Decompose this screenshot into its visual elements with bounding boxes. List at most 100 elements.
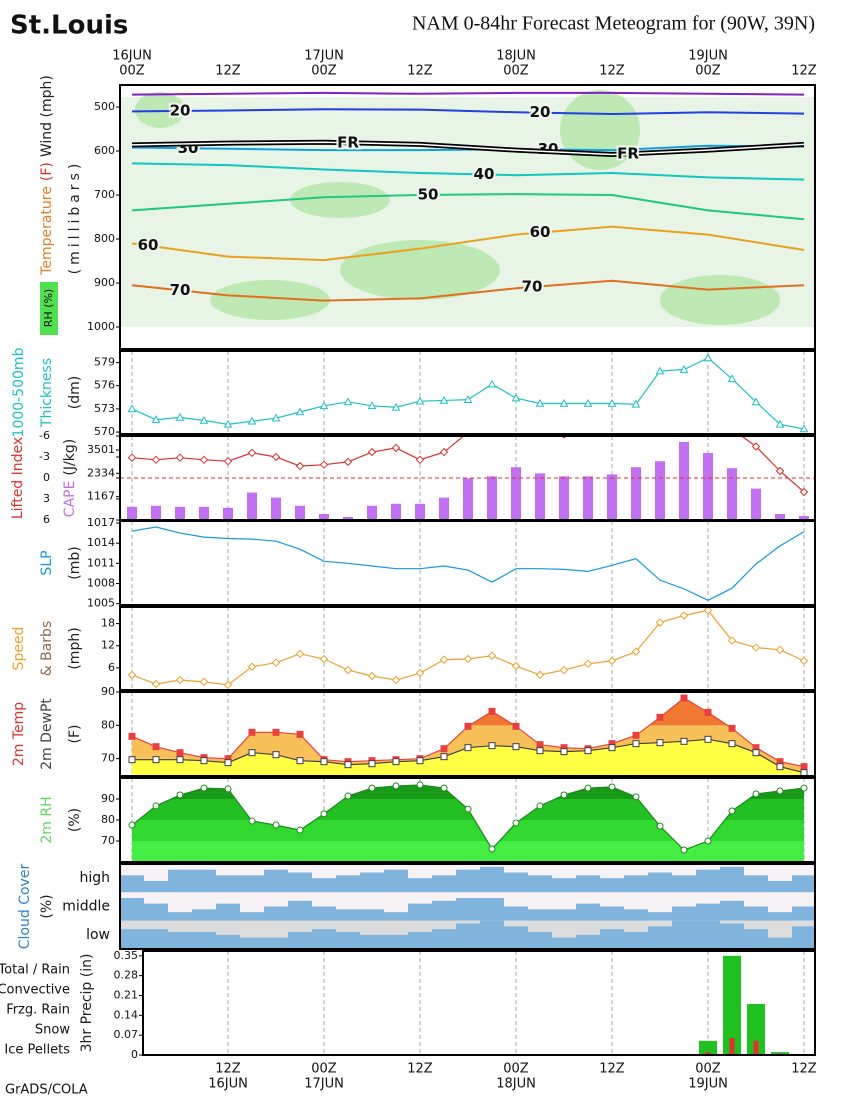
cloud-cover: [744, 906, 768, 921]
cloud-cover: [624, 932, 648, 949]
marker: [584, 784, 592, 792]
marker: [295, 407, 305, 416]
marker: [151, 415, 161, 424]
cloud-cover: [192, 869, 216, 893]
cloud-cover: [696, 903, 720, 921]
cloud-cover: [480, 898, 504, 921]
y-tick-label: 570: [94, 425, 115, 438]
marker: [537, 419, 544, 426]
marker: [608, 783, 616, 791]
y-tick-label: 3: [43, 492, 50, 505]
x-tick-date: 19JUN: [688, 49, 728, 64]
y-tick-label: 0: [131, 1048, 138, 1061]
marker: [488, 707, 496, 715]
cloud-cover: [192, 932, 216, 949]
marker: [560, 791, 568, 799]
marker: [248, 728, 256, 736]
isotherm: [131, 279, 805, 302]
x-tick-label: 12Z: [599, 1062, 625, 1077]
cloud-cover: [720, 866, 744, 893]
cloud-cover: [432, 900, 456, 921]
marker: [631, 399, 641, 408]
y-axis-label-part: 2m DewPt: [39, 698, 55, 770]
marker: [727, 636, 737, 645]
bar: [247, 492, 257, 520]
marker: [152, 756, 160, 764]
marker: [367, 447, 377, 457]
cloud-cover: [576, 903, 600, 921]
marker: [511, 393, 521, 402]
cloud-cover: [768, 912, 792, 921]
cloud-cover: [144, 929, 168, 949]
y-axis-label-part: Wind (mph): [39, 75, 55, 157]
y-axis-label-part: Speed: [11, 627, 27, 671]
rh-legend-label: RH (%): [42, 289, 55, 327]
isotherm-label: 50: [418, 185, 439, 203]
marker: [272, 751, 280, 759]
x-tick-label: 00Z: [119, 64, 145, 79]
marker: [535, 670, 545, 680]
cloud-cover: [672, 875, 696, 893]
cloud-cover: [720, 900, 744, 921]
line: [131, 357, 805, 430]
bar: [223, 507, 233, 520]
cloud-cover: [552, 909, 576, 921]
marker: [199, 415, 209, 424]
cloud-cover: [744, 929, 768, 949]
marker: [679, 611, 689, 620]
marker: [367, 671, 377, 681]
cloud-cover: [264, 937, 288, 949]
cloud-cover: [672, 920, 696, 949]
cloud-cover: [168, 932, 192, 949]
bar: [391, 503, 401, 520]
cloud-cover: [624, 875, 648, 893]
cloud-cover: [216, 903, 240, 921]
marker: [127, 453, 137, 462]
cloud-cover: [480, 866, 504, 893]
cloud-cover: [360, 909, 384, 921]
marker: [440, 784, 448, 792]
cloud-cover: [192, 909, 216, 921]
cloud-cover: [408, 878, 432, 893]
marker: [703, 607, 713, 615]
y-axis-label: (millibars): [67, 160, 83, 275]
panel-frame: [119, 84, 816, 350]
bar: [723, 955, 741, 1055]
marker: [752, 790, 760, 798]
y-axis-label-part: & Barbs: [39, 621, 55, 677]
cloud-cover: [336, 875, 360, 893]
y-tick-label: 90: [101, 792, 115, 805]
y-tick-label: -3: [39, 450, 50, 463]
cloud-cover: [768, 937, 792, 949]
y-tick-label: 0.35: [114, 949, 139, 962]
x-tick-label: 12Z: [215, 64, 241, 79]
bar: [463, 478, 473, 520]
y-axis-label: (%): [67, 808, 83, 832]
x-tick-label: 12Z: [215, 1062, 241, 1077]
marker: [536, 741, 544, 749]
marker: [680, 846, 688, 854]
cloud-cover: [456, 898, 480, 921]
marker: [392, 782, 400, 790]
marker: [343, 397, 353, 406]
y-axis-label-part: (F): [39, 162, 55, 181]
legend-entry: Total / Rain: [0, 963, 70, 978]
marker: [272, 728, 280, 736]
marker: [392, 758, 400, 766]
bar: [583, 476, 593, 520]
marker: [680, 694, 688, 702]
cloud-cover: [672, 906, 696, 921]
y-tick-label: 1017: [87, 516, 115, 529]
panel-frame: [119, 863, 816, 950]
y-tick-label: 18: [101, 617, 115, 630]
marker: [632, 793, 640, 801]
y-axis-label-part: 2m RH: [39, 796, 55, 843]
y-axis-label-part: CAPE: [62, 481, 78, 518]
marker: [488, 845, 496, 853]
marker: [320, 758, 328, 766]
marker: [727, 374, 737, 383]
line: [131, 436, 805, 493]
isotherm-label: 40: [474, 165, 495, 183]
y-tick-label: 576: [94, 379, 115, 392]
